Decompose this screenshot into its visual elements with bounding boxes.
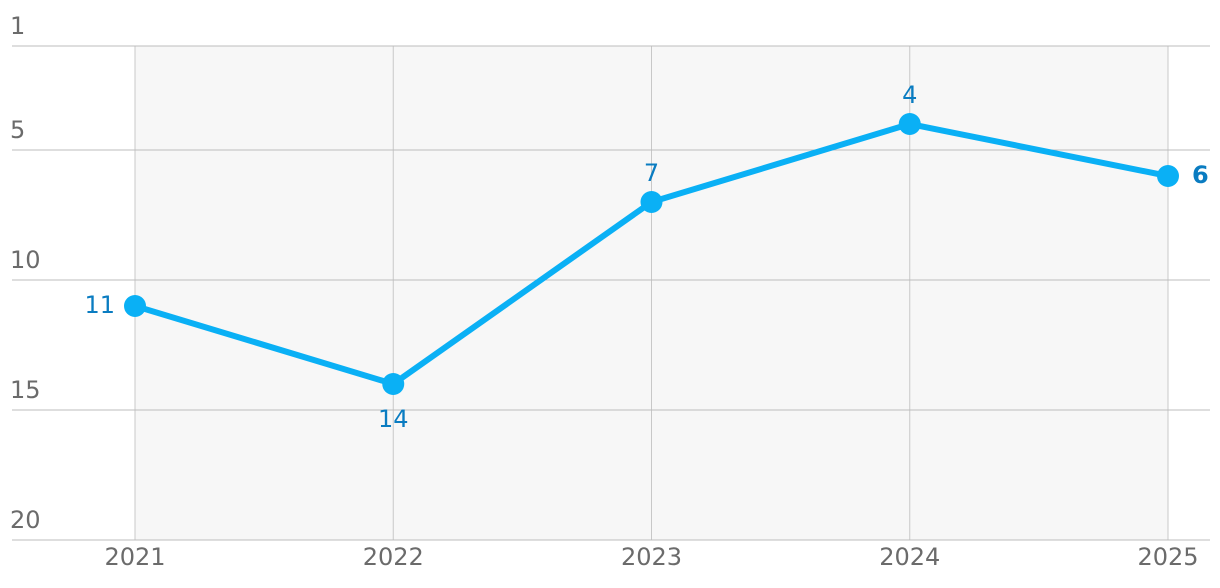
- value-label: 11: [84, 291, 115, 319]
- y-tick-label: 1: [10, 12, 25, 40]
- point: [382, 373, 405, 395]
- value-label: 14: [378, 405, 409, 433]
- x-tick-label: 2024: [879, 543, 940, 571]
- point: [1157, 165, 1179, 187]
- x-tick-label: 2022: [363, 543, 424, 571]
- x-tick-label: 2023: [621, 543, 682, 571]
- point: [898, 113, 921, 135]
- value-label: 4: [902, 81, 917, 109]
- x-tick-label: 2021: [104, 543, 165, 571]
- y-tick-label: 10: [10, 246, 41, 274]
- point: [124, 295, 146, 317]
- y-tick-label: 20: [10, 506, 41, 534]
- point: [640, 191, 663, 213]
- y-tick-label: 15: [10, 376, 41, 404]
- x-tick-label: 2025: [1137, 543, 1198, 571]
- y-tick-label: 5: [10, 116, 25, 144]
- value-label: 6: [1192, 161, 1209, 189]
- value-label: 7: [644, 159, 659, 187]
